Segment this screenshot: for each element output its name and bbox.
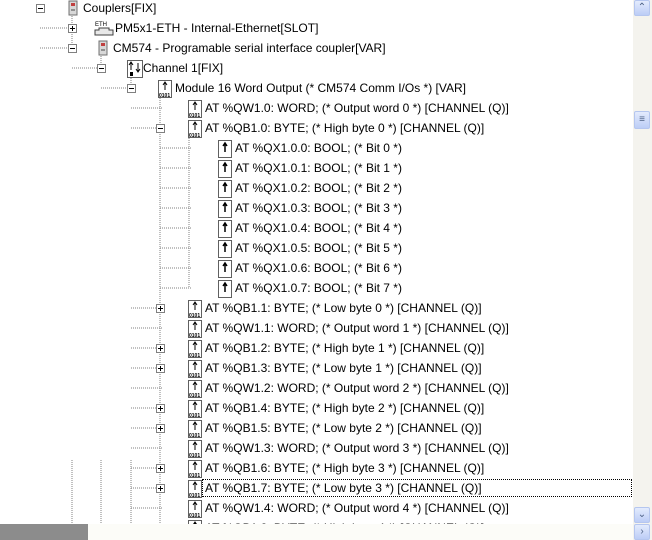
svg-text:0101: 0101 <box>189 373 200 378</box>
svg-text:0101: 0101 <box>189 133 200 138</box>
tree-item-label[interactable]: AT %QX1.0.7: BOOL; (* Bit 7 *) <box>235 281 402 295</box>
collapse-icon[interactable] <box>127 84 136 93</box>
module-icon: 0101 <box>188 340 202 359</box>
module-icon: 0101 <box>188 480 202 499</box>
chevron-down-icon: ⌄ <box>637 509 647 520</box>
bit-icon <box>218 260 232 278</box>
bit-icon <box>218 140 232 158</box>
expand-icon[interactable] <box>156 364 165 373</box>
svg-text:0101: 0101 <box>189 493 200 498</box>
tree-item-label[interactable]: AT %QB1.4: BYTE; (* High byte 2 *) [CHAN… <box>205 401 485 415</box>
collapse-icon[interactable] <box>36 4 45 13</box>
horizontal-scroll-thumb[interactable] <box>0 524 88 540</box>
tree-item-label[interactable]: Couplers[FIX] <box>83 1 157 15</box>
scroll-up-button[interactable]: ⌃ <box>634 0 650 16</box>
tree-item-label[interactable]: AT %QX1.0.0: BOOL; (* Bit 0 *) <box>235 141 402 155</box>
scroll-thumb[interactable]: ≡ <box>634 111 650 129</box>
tree-item-label[interactable]: Module 16 Word Output (* CM574 Comm I/Os… <box>175 81 466 95</box>
bit-icon <box>218 180 232 198</box>
svg-text:0101: 0101 <box>189 313 200 318</box>
svg-text:0101: 0101 <box>189 453 200 458</box>
bit-icon <box>218 240 232 258</box>
tree-item-label[interactable]: AT %QX1.0.2: BOOL; (* Bit 2 *) <box>235 181 402 195</box>
expand-icon[interactable] <box>156 304 165 313</box>
expand-icon[interactable] <box>156 344 165 353</box>
rack-icon <box>66 0 80 16</box>
tree-item-label[interactable]: AT %QB1.1: BYTE; (* Low byte 0 *) [CHANN… <box>205 301 482 315</box>
chevron-right-icon: › <box>640 526 644 537</box>
module-icon: 0101 <box>188 100 202 119</box>
collapse-icon[interactable] <box>97 64 106 73</box>
channel-icon <box>127 60 143 78</box>
rack-icon <box>96 40 110 56</box>
tree-item-label[interactable]: AT %QX1.0.3: BOOL; (* Bit 3 *) <box>235 201 402 215</box>
tree-item-label[interactable]: AT %QW1.3: WORD; (* Output word 3 *) [CH… <box>205 441 509 455</box>
chevron-up-icon: ⌃ <box>637 2 647 13</box>
horizontal-scrollbar[interactable] <box>0 524 633 540</box>
tree-item-label[interactable]: AT %QX1.0.6: BOOL; (* Bit 6 *) <box>235 261 402 275</box>
module-icon: 0101 <box>188 520 202 524</box>
svg-text:0101: 0101 <box>189 113 200 118</box>
module-icon: 0101 <box>188 320 202 339</box>
bit-icon <box>218 200 232 218</box>
bit-icon <box>218 280 232 298</box>
module-icon: 0101 <box>188 440 202 459</box>
expand-icon[interactable] <box>156 404 165 413</box>
tree-item-label[interactable]: AT %QX1.0.5: BOOL; (* Bit 5 *) <box>235 241 402 255</box>
expand-icon[interactable] <box>156 424 165 433</box>
tree-item-label[interactable]: AT %QB1.2: BYTE; (* High byte 1 *) [CHAN… <box>205 341 485 355</box>
bit-icon <box>218 160 232 178</box>
module-icon: 0101 <box>188 360 202 379</box>
ethernet-icon: ETH <box>93 20 114 36</box>
tree-item-label[interactable]: AT %QW1.2: WORD; (* Output word 2 *) [CH… <box>205 381 509 395</box>
svg-text:0101: 0101 <box>189 393 200 398</box>
tree-item-label[interactable]: AT %QB1.0: BYTE; (* High byte 0 *) [CHAN… <box>205 121 485 135</box>
tree-item-label[interactable]: CM574 - Programable serial interface cou… <box>113 41 386 55</box>
svg-text:0101: 0101 <box>189 353 200 358</box>
module-icon: 0101 <box>188 420 202 439</box>
tree-item-label[interactable]: AT %QX1.0.4: BOOL; (* Bit 4 *) <box>235 221 402 235</box>
module-icon: 0101 <box>188 380 202 399</box>
tree-item-label[interactable]: AT %QB1.3: BYTE; (* Low byte 1 *) [CHANN… <box>205 361 482 375</box>
tree-item-label[interactable]: AT %QX1.0.1: BOOL; (* Bit 1 *) <box>235 161 402 175</box>
svg-text:0101: 0101 <box>189 473 200 478</box>
tree-item-label[interactable]: Channel 1[FIX] <box>143 61 224 75</box>
module-icon: 0101 <box>188 300 202 319</box>
svg-text:0101: 0101 <box>189 433 200 438</box>
scroll-down-button[interactable]: ⌄ <box>634 507 650 523</box>
module-icon: 0101 <box>188 400 202 419</box>
module-icon: 0101 <box>188 500 202 519</box>
svg-text:0101: 0101 <box>189 513 200 518</box>
expand-icon[interactable] <box>68 24 77 33</box>
collapse-icon[interactable] <box>156 124 165 133</box>
device-tree[interactable]: Couplers[FIX] ETH PM5x1-ETH - Internal-Eth… <box>0 0 633 524</box>
vertical-scrollbar[interactable]: ⌃ ≡ ⌄ <box>633 0 652 524</box>
tree-item-label[interactable]: AT %QB1.6: BYTE; (* High byte 3 *) [CHAN… <box>205 461 485 475</box>
svg-text:ETH: ETH <box>95 22 107 28</box>
scroll-right-button[interactable]: › <box>634 524 650 540</box>
expand-icon[interactable] <box>156 464 165 473</box>
collapse-icon[interactable] <box>68 44 77 53</box>
tree-item-label[interactable]: AT %QB1.7: BYTE; (* Low byte 3 *) [CHANN… <box>202 479 632 497</box>
tree-item-label[interactable]: AT %QW1.0: WORD; (* Output word 0 *) [CH… <box>205 101 509 115</box>
tree-item-label[interactable]: AT %QW1.1: WORD; (* Output word 1 *) [CH… <box>205 321 509 335</box>
expand-icon[interactable] <box>156 484 165 493</box>
module-icon: 0101 <box>158 80 172 99</box>
bit-icon <box>218 220 232 238</box>
tree-item-label[interactable]: AT %QB1.8: BYTE; (* High byte 4 *) [CHAN… <box>203 520 486 524</box>
tree-item-label[interactable]: AT %QB1.5: BYTE; (* Low byte 2 *) [CHANN… <box>205 421 482 435</box>
tree-item-label[interactable]: PM5x1-ETH - Internal-Ethernet[SLOT] <box>115 21 319 35</box>
svg-text:0101: 0101 <box>189 413 200 418</box>
scrollbar-corner: › <box>633 524 652 540</box>
tree-item-label[interactable]: AT %QW1.4: WORD; (* Output word 4 *) [CH… <box>205 501 509 515</box>
module-icon: 0101 <box>188 460 202 479</box>
svg-text:0101: 0101 <box>159 93 170 98</box>
module-icon: 0101 <box>188 120 202 139</box>
svg-text:0101: 0101 <box>189 333 200 338</box>
grip-icon: ≡ <box>639 114 645 125</box>
